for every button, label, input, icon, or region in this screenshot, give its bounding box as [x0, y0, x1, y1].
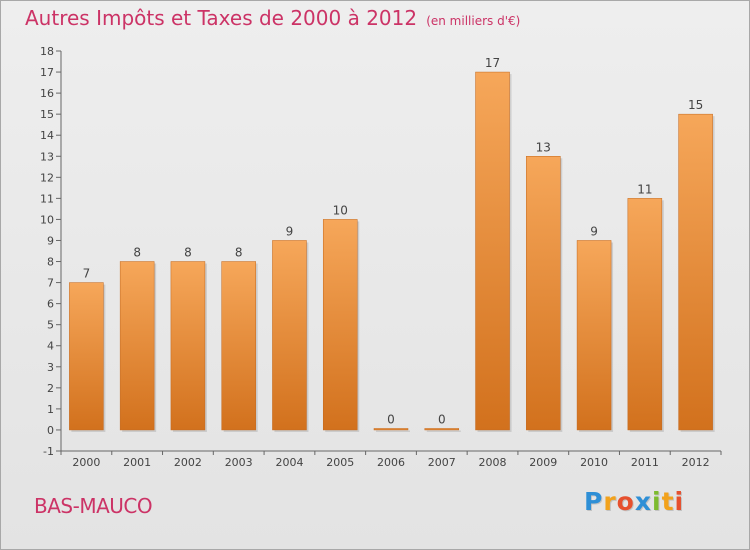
- data-labels: 7 8 8 8 9 10 0 0 17 13 9 11 15: [83, 56, 704, 426]
- x-tick-label: 2010: [580, 456, 608, 469]
- y-tick-label: 10: [40, 213, 54, 226]
- y-tick-label: 15: [40, 108, 54, 121]
- bar-value-label: 8: [133, 246, 141, 260]
- x-tick-label: 2003: [225, 456, 253, 469]
- x-tick-label: 2006: [377, 456, 405, 469]
- bar: [322, 219, 358, 431]
- chart-title-main: Autres Impôts et Taxes de 2000 à 2012: [25, 6, 418, 30]
- brand-letter: i: [652, 487, 662, 516]
- bar-shadow: [426, 430, 461, 432]
- bar: [475, 71, 510, 431]
- bar-value-label: 7: [83, 267, 91, 281]
- bar: [373, 428, 409, 431]
- y-tick-label: 13: [40, 150, 54, 163]
- chart-title: Autres Impôts et Taxes de 2000 à 2012 (e…: [25, 6, 520, 30]
- bar: [69, 282, 104, 431]
- chart-title-subtitle: (en milliers d'€): [426, 14, 521, 28]
- x-tick-label: 2009: [529, 456, 557, 469]
- bar: [221, 261, 256, 431]
- bar-shadow: [376, 430, 410, 432]
- brand-letter: P: [584, 487, 604, 516]
- y-tick-label: 11: [40, 192, 54, 205]
- brand-letter: o: [616, 487, 635, 516]
- bar: [272, 240, 307, 431]
- brand-letter: t: [661, 487, 675, 516]
- brand-letter: r: [603, 487, 617, 516]
- x-tick-label: 2004: [275, 456, 303, 469]
- bar-value-label: 17: [485, 56, 500, 70]
- x-tick-label: 2002: [174, 456, 202, 469]
- y-tick-label: 16: [40, 87, 54, 100]
- x-tick-label: 2001: [123, 456, 151, 469]
- y-tick-label: 9: [47, 234, 54, 247]
- x-tick-label: 2011: [631, 456, 659, 469]
- bar: [526, 156, 561, 431]
- y-tick-label: 14: [40, 129, 54, 142]
- brand-letter: x: [634, 487, 652, 516]
- y-tick-label: 7: [47, 277, 54, 290]
- y-tick-label: 17: [40, 66, 54, 79]
- bar: [576, 240, 612, 431]
- y-tick-label: 8: [47, 256, 54, 269]
- bar-value-label: 0: [438, 412, 446, 426]
- bar-value-label: 15: [688, 98, 703, 112]
- bar-value-label: 8: [184, 246, 192, 260]
- bar: [627, 198, 663, 431]
- y-tick-label: -1: [43, 445, 54, 458]
- x-tick-label: 2008: [479, 456, 507, 469]
- bar-value-label: 9: [286, 224, 294, 238]
- x-tick-label: 2012: [682, 456, 710, 469]
- x-tick-label: 2000: [72, 456, 100, 469]
- bar: [119, 261, 155, 431]
- bar-value-label: 13: [536, 140, 551, 154]
- bar-value-label: 9: [590, 224, 598, 238]
- x-tick-label: 2005: [326, 456, 354, 469]
- bar: [678, 113, 713, 431]
- bar-value-label: 10: [333, 203, 348, 217]
- bar-value-label: 11: [637, 182, 652, 196]
- y-tick-label: 18: [40, 45, 54, 58]
- brand-logo: Proxiti: [584, 487, 684, 516]
- bar-value-label: 0: [387, 412, 395, 426]
- y-tick-label: 4: [47, 340, 54, 353]
- y-tick-label: 0: [47, 424, 54, 437]
- bar: [424, 428, 460, 431]
- y-tick-label: 12: [40, 171, 54, 184]
- bars: [69, 71, 715, 432]
- brand-letter: i: [674, 487, 685, 516]
- place-name: BAS-MAUCO: [34, 494, 153, 518]
- bar: [170, 261, 206, 431]
- x-tick-label: 2007: [428, 456, 456, 469]
- y-tick-label: 3: [47, 361, 54, 374]
- bar-value-label: 8: [235, 246, 243, 260]
- y-tick-label: 5: [47, 319, 54, 332]
- x-axis: 2000 2001 2002 2003 2004 2005 2006 2007 2008 2009…: [60, 450, 722, 469]
- y-tick-label: 2: [47, 382, 54, 395]
- y-tick-label: 1: [47, 403, 54, 416]
- y-tick-label: 6: [47, 298, 54, 311]
